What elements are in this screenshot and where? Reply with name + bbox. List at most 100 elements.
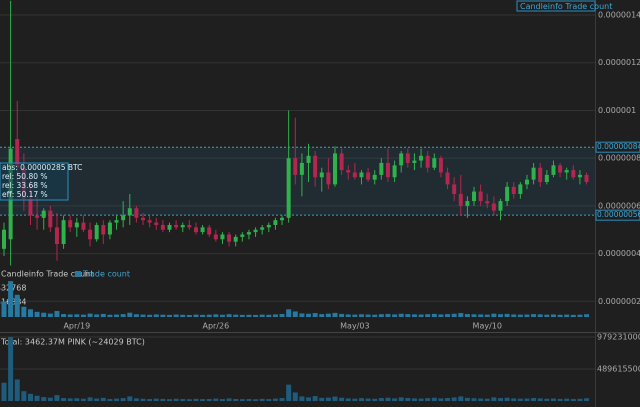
- candle-body: [538, 167, 543, 183]
- volume-bar: [299, 396, 305, 401]
- volume-bar: [498, 398, 503, 401]
- volume-bar: [451, 397, 457, 401]
- candle-body: [107, 222, 112, 235]
- candle-body: [240, 234, 245, 237]
- candle-body: [333, 153, 337, 185]
- trade-bar: [140, 314, 146, 317]
- volume-bar: [107, 399, 113, 401]
- candle-body: [200, 227, 205, 233]
- candle-body: [505, 186, 510, 202]
- trade-bar: [570, 314, 576, 317]
- trade-bar: [200, 314, 206, 317]
- volume-bar: [431, 397, 437, 401]
- trade-bar: [345, 314, 351, 317]
- candle-body: [419, 155, 424, 161]
- volume-bar: [253, 399, 259, 401]
- candle-body: [524, 179, 529, 185]
- candle-body: [465, 201, 470, 206]
- volume-bar: [319, 397, 325, 401]
- candle-body: [511, 186, 516, 194]
- volume-bar: [219, 399, 225, 401]
- trade-bar: [8, 281, 14, 317]
- volume-bar: [325, 397, 331, 401]
- trade-bar: [87, 313, 93, 317]
- measure-line: rel: 33.68 %: [2, 181, 48, 190]
- candle-body: [286, 158, 291, 218]
- candle-body: [154, 222, 159, 225]
- trade-bar: [61, 314, 67, 317]
- trade-bar: [411, 314, 417, 317]
- candle-body: [54, 227, 59, 245]
- trade-bar: [504, 313, 510, 317]
- trade-tick-label: 32768: [1, 284, 26, 293]
- volume-bar: [372, 398, 378, 401]
- candle-body: [399, 153, 404, 166]
- volume-bar: [8, 337, 14, 401]
- volume-bar: [226, 398, 232, 401]
- candle-body: [306, 155, 311, 163]
- candle-body: [472, 191, 477, 202]
- candle-body: [147, 220, 152, 223]
- trade-bar: [517, 314, 523, 317]
- candle-body: [584, 174, 589, 183]
- volume-bar: [14, 379, 20, 401]
- measure-line: rel: 50.80 %: [2, 172, 48, 181]
- trade-bar: [299, 313, 305, 317]
- candle-body: [174, 224, 179, 228]
- volume-bar: [54, 395, 60, 401]
- volume-bar: [41, 397, 47, 401]
- trade-bar: [286, 309, 292, 317]
- trade-bar: [272, 314, 278, 317]
- candle-body: [15, 139, 20, 168]
- candle-body: [141, 217, 146, 221]
- x-tick-label: Apr/19: [63, 322, 90, 331]
- candle-body: [233, 236, 238, 242]
- trade-bar: [431, 313, 437, 317]
- volume-bar: [577, 398, 583, 401]
- trade-bar: [173, 314, 179, 317]
- volume-bar: [385, 397, 391, 401]
- x-tick-label: May/10: [473, 322, 502, 331]
- trade-bar: [451, 313, 457, 317]
- trade-bar: [564, 314, 570, 317]
- indicator-title: Candleinfo Trade count: [520, 2, 612, 11]
- trade-bar: [464, 314, 470, 317]
- candle-body: [564, 170, 569, 173]
- volume-bar: [127, 396, 133, 401]
- trade-bar: [120, 314, 126, 317]
- trade-bar: [458, 313, 464, 317]
- candle-body: [101, 224, 106, 235]
- candle-body: [498, 201, 503, 211]
- candle-body: [352, 172, 357, 178]
- candle-body: [313, 155, 318, 178]
- trade-bar: [100, 313, 106, 317]
- trade-bar: [226, 314, 232, 317]
- volume-bar: [34, 395, 40, 401]
- volume-bar: [160, 398, 166, 401]
- candle-body: [293, 158, 298, 175]
- volume-bar: [405, 397, 411, 401]
- candle-body: [346, 170, 351, 173]
- trade-bar: [378, 314, 384, 317]
- volume-bar: [504, 397, 510, 401]
- y-tick-label: 0.0000008: [598, 154, 640, 163]
- y-tick-label: 0.000001: [598, 106, 636, 115]
- candle-body: [280, 217, 285, 221]
- candle-body: [392, 165, 397, 178]
- volume-bar: [484, 398, 490, 401]
- trade-bar: [206, 314, 212, 317]
- trade-bar: [557, 314, 563, 317]
- candle-body: [491, 203, 496, 211]
- trade-bar: [425, 314, 431, 317]
- trade-bar: [372, 314, 378, 317]
- trade-bar: [537, 314, 543, 317]
- trade-bar: [266, 314, 272, 317]
- volume-bar: [272, 398, 278, 401]
- volume-bar: [266, 399, 272, 401]
- volume-bar: [458, 396, 464, 401]
- volume-bar: [80, 398, 86, 401]
- trade-bar: [418, 314, 424, 317]
- candle-body: [187, 224, 192, 228]
- volume-bar: [524, 398, 530, 401]
